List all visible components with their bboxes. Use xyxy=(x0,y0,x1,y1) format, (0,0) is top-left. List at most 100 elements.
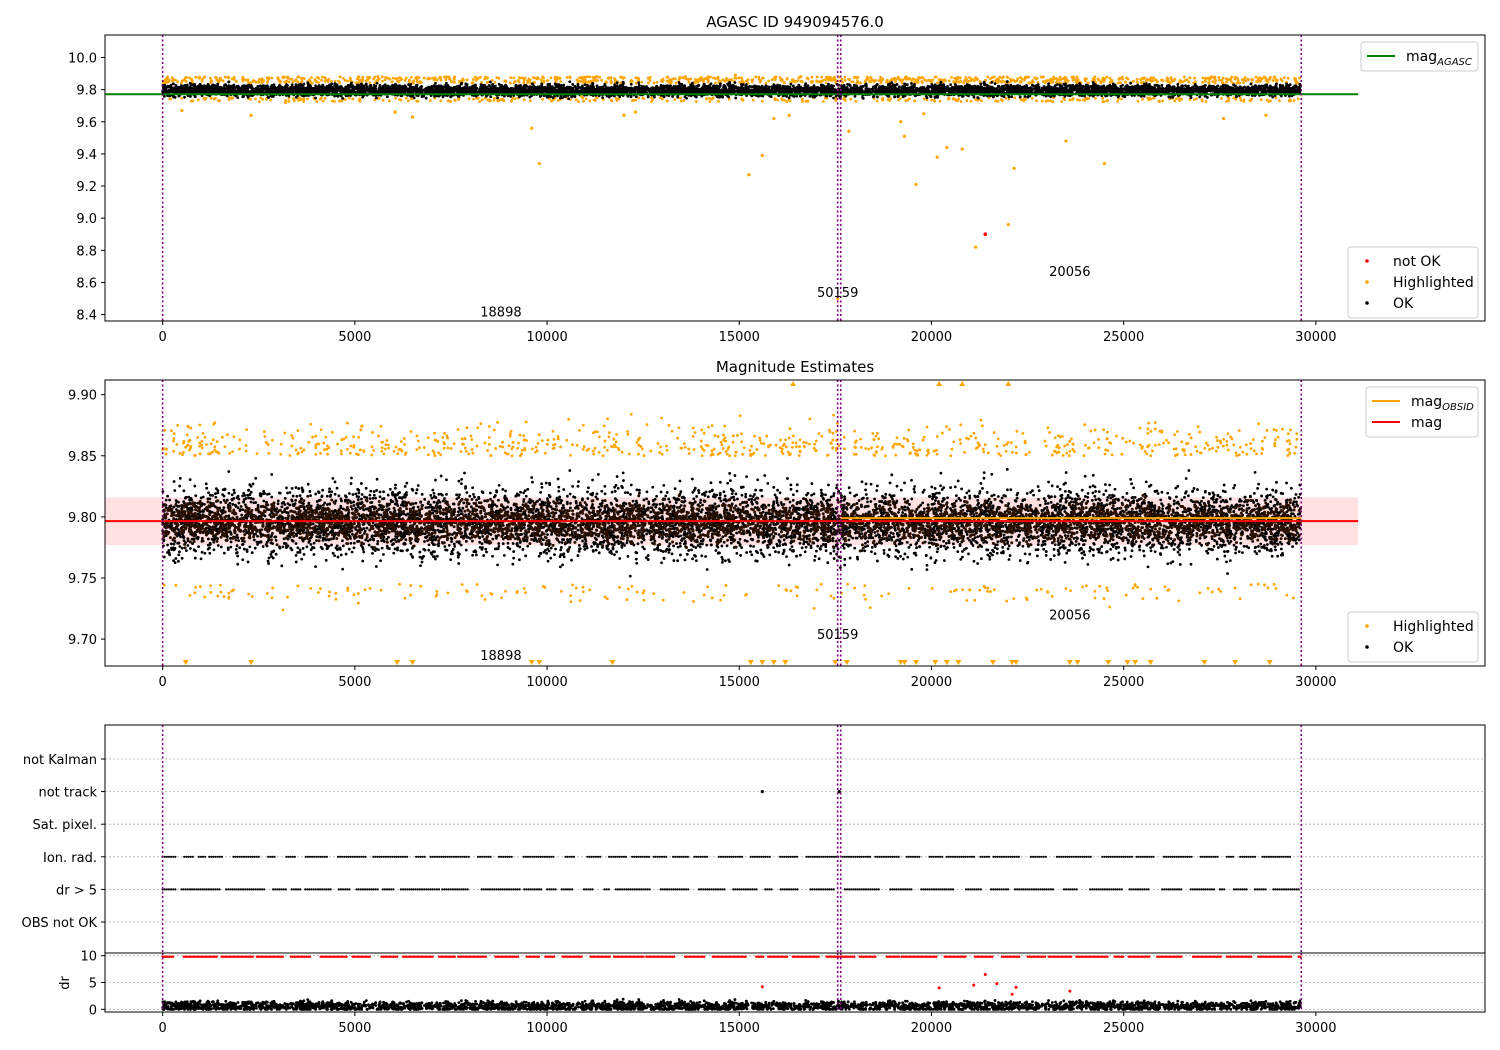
highlighted-point xyxy=(1050,78,1054,82)
highlighted-point xyxy=(801,99,804,103)
ok-point xyxy=(267,96,270,99)
highlighted-point xyxy=(552,98,555,102)
highlighted-point xyxy=(1264,76,1267,80)
highlighted-point xyxy=(953,76,957,80)
highlighted-point xyxy=(934,75,938,79)
ok-point xyxy=(876,95,879,99)
ok-point xyxy=(517,84,521,88)
highlighted-point xyxy=(1141,76,1145,80)
highlighted-point xyxy=(261,98,265,101)
highlighted-point xyxy=(1083,98,1087,102)
highlighted-point xyxy=(293,79,297,82)
highlighted-point xyxy=(906,98,910,102)
highlighted-point xyxy=(397,80,400,84)
highlighted-point xyxy=(486,98,490,102)
highlighted-point xyxy=(323,76,327,80)
ok-point xyxy=(561,96,564,100)
highlighted-point xyxy=(412,81,415,85)
highlighted-point xyxy=(1250,78,1254,81)
ok-point xyxy=(290,83,294,87)
highlighted-point xyxy=(174,78,177,82)
highlighted-point xyxy=(1101,97,1105,100)
highlighted-point xyxy=(384,75,387,79)
highlighted-point xyxy=(986,75,990,79)
highlighted-point xyxy=(269,98,273,102)
highlighted-point xyxy=(641,96,645,100)
highlighted-point xyxy=(580,75,584,79)
highlighted-point xyxy=(975,78,978,81)
highlighted-point xyxy=(969,77,973,81)
highlighted-point xyxy=(357,80,361,84)
highlighted-point xyxy=(740,76,743,80)
highlighted-point xyxy=(1264,79,1268,82)
highlighted-point xyxy=(650,96,653,100)
highlighted-point xyxy=(669,78,673,82)
highlighted-point xyxy=(648,78,652,82)
highlighted-point xyxy=(815,80,819,83)
highlighted-point xyxy=(1076,98,1079,102)
highlighted-point xyxy=(1260,77,1264,80)
highlighted-point xyxy=(933,99,936,103)
highlighted-point xyxy=(896,75,900,79)
ok-point xyxy=(241,95,245,99)
highlighted-point xyxy=(1110,79,1114,83)
highlighted-point xyxy=(1177,96,1181,100)
highlighted-point xyxy=(910,79,913,82)
highlighted-point xyxy=(1136,99,1140,103)
highlighted-point xyxy=(1214,79,1218,83)
highlighted-point xyxy=(1041,75,1045,79)
highlighted-point xyxy=(531,76,535,79)
highlighted-point xyxy=(1065,78,1069,82)
ok-point xyxy=(676,95,680,99)
highlighted-point xyxy=(549,76,553,80)
highlighted-point xyxy=(298,97,302,101)
highlighted-point xyxy=(648,75,652,79)
highlighted-point xyxy=(426,77,429,81)
highlighted-point xyxy=(594,78,598,82)
ok-point xyxy=(1160,90,1164,94)
highlighted-point xyxy=(943,78,947,81)
highlighted-point xyxy=(181,79,185,82)
highlighted-point xyxy=(1000,76,1004,80)
highlighted-point xyxy=(634,98,638,102)
highlighted-point xyxy=(404,96,408,100)
highlighted-point xyxy=(843,78,847,82)
highlighted-point xyxy=(376,79,380,83)
highlighted-point xyxy=(1192,98,1196,102)
highlighted-point xyxy=(996,99,1000,103)
highlighted-point xyxy=(422,76,426,80)
highlighted-point xyxy=(1240,78,1244,82)
highlighted-point xyxy=(1007,97,1011,101)
highlighted-point xyxy=(556,99,560,102)
highlighted-point xyxy=(1029,81,1033,85)
highlighted-point xyxy=(439,99,443,103)
ok-point xyxy=(540,83,544,87)
highlighted-point xyxy=(282,75,286,79)
highlighted-point xyxy=(588,75,592,79)
highlighted-point xyxy=(1071,97,1075,100)
highlighted-point xyxy=(1152,76,1155,80)
highlighted-point xyxy=(600,78,604,82)
highlighted-point xyxy=(687,80,691,84)
highlighted-point xyxy=(1200,98,1204,102)
highlighted-point xyxy=(554,76,558,80)
highlighted-point xyxy=(407,79,411,82)
highlighted-point xyxy=(588,81,592,84)
highlighted-point xyxy=(854,99,858,103)
highlighted-point xyxy=(1188,76,1192,80)
highlighted-point xyxy=(922,97,926,101)
highlighted-point xyxy=(539,78,543,82)
highlighted-point xyxy=(356,77,359,81)
highlighted-point xyxy=(485,81,489,85)
highlighted-point xyxy=(947,97,950,101)
ok-point xyxy=(791,84,795,88)
highlighted-point xyxy=(315,100,319,104)
highlighted-point xyxy=(1145,77,1149,81)
highlighted-point xyxy=(773,75,777,79)
highlighted-point xyxy=(398,98,401,101)
highlighted-point xyxy=(1221,81,1225,85)
highlighted-point xyxy=(1169,76,1173,80)
ok-point xyxy=(1023,95,1027,98)
highlighted-point xyxy=(558,77,562,80)
